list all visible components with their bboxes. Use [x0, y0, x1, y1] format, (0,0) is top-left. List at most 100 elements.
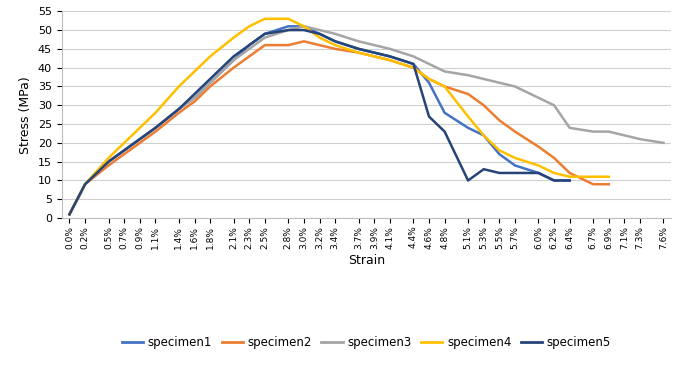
specimen3 — [409, 54, 417, 59]
specimen4 — [355, 50, 363, 55]
Line: specimen4: specimen4 — [69, 19, 609, 214]
specimen1 — [245, 43, 253, 47]
specimen3 — [636, 137, 644, 141]
specimen3 — [206, 80, 214, 85]
specimen1 — [120, 148, 128, 153]
specimen2 — [355, 50, 363, 55]
specimen5 — [386, 54, 394, 59]
specimen5 — [175, 107, 183, 111]
specimen1 — [175, 107, 183, 111]
specimen1 — [550, 178, 558, 183]
specimen3 — [261, 35, 269, 40]
specimen1 — [65, 212, 73, 217]
specimen2 — [495, 118, 503, 123]
specimen4 — [386, 58, 394, 62]
specimen5 — [81, 182, 89, 186]
specimen4 — [511, 156, 519, 160]
specimen2 — [479, 103, 488, 108]
specimen1 — [136, 137, 144, 141]
specimen3 — [65, 212, 73, 217]
specimen3 — [589, 129, 597, 134]
specimen5 — [136, 137, 144, 141]
specimen5 — [151, 126, 160, 130]
Line: specimen1: specimen1 — [69, 26, 570, 214]
specimen5 — [120, 148, 128, 153]
specimen1 — [566, 178, 574, 183]
specimen1 — [464, 126, 472, 130]
specimen2 — [316, 43, 324, 47]
specimen5 — [550, 178, 558, 183]
specimen4 — [550, 171, 558, 175]
specimen4 — [495, 148, 503, 153]
specimen5 — [229, 54, 238, 59]
specimen4 — [175, 84, 183, 89]
specimen1 — [370, 50, 378, 55]
specimen5 — [331, 39, 339, 44]
specimen1 — [300, 24, 308, 29]
specimen3 — [440, 69, 449, 74]
specimen5 — [190, 92, 199, 96]
specimen5 — [566, 178, 574, 183]
specimen1 — [425, 80, 433, 85]
specimen4 — [316, 35, 324, 40]
specimen2 — [440, 84, 449, 89]
specimen1 — [355, 47, 363, 51]
specimen3 — [566, 126, 574, 130]
specimen2 — [409, 65, 417, 70]
specimen3 — [151, 126, 160, 130]
Line: specimen3: specimen3 — [69, 26, 664, 214]
specimen2 — [511, 129, 519, 134]
specimen3 — [245, 47, 253, 51]
specimen5 — [104, 159, 112, 164]
specimen2 — [261, 43, 269, 47]
specimen4 — [245, 24, 253, 29]
specimen2 — [589, 182, 597, 186]
specimen3 — [136, 137, 144, 141]
specimen1 — [440, 111, 449, 115]
specimen2 — [206, 84, 214, 89]
specimen3 — [479, 77, 488, 81]
specimen5 — [261, 32, 269, 36]
specimen5 — [316, 32, 324, 36]
specimen5 — [479, 167, 488, 171]
specimen3 — [605, 129, 613, 134]
specimen1 — [229, 58, 238, 62]
specimen2 — [190, 99, 199, 104]
specimen4 — [409, 65, 417, 70]
specimen4 — [261, 17, 269, 21]
specimen5 — [409, 62, 417, 66]
specimen2 — [104, 163, 112, 168]
specimen2 — [151, 129, 160, 134]
specimen3 — [355, 39, 363, 44]
specimen2 — [331, 47, 339, 51]
specimen4 — [331, 43, 339, 47]
specimen3 — [175, 107, 183, 111]
specimen4 — [479, 133, 488, 138]
specimen3 — [300, 24, 308, 29]
specimen5 — [511, 171, 519, 175]
specimen4 — [151, 111, 160, 115]
specimen2 — [120, 152, 128, 156]
specimen1 — [409, 62, 417, 66]
specimen3 — [331, 32, 339, 36]
specimen2 — [81, 182, 89, 186]
specimen3 — [190, 96, 199, 100]
Y-axis label: Stress (MPa): Stress (MPa) — [19, 76, 32, 153]
specimen4 — [120, 141, 128, 145]
specimen4 — [566, 174, 574, 179]
specimen3 — [425, 62, 433, 66]
specimen3 — [284, 28, 292, 32]
specimen3 — [370, 43, 378, 47]
specimen2 — [300, 39, 308, 44]
specimen3 — [550, 103, 558, 108]
specimen4 — [104, 156, 112, 160]
specimen2 — [566, 171, 574, 175]
Line: specimen5: specimen5 — [69, 30, 570, 214]
specimen1 — [511, 163, 519, 168]
specimen3 — [511, 84, 519, 89]
specimen3 — [660, 141, 668, 145]
specimen2 — [245, 54, 253, 59]
specimen4 — [440, 84, 449, 89]
specimen2 — [65, 212, 73, 217]
specimen5 — [425, 114, 433, 119]
